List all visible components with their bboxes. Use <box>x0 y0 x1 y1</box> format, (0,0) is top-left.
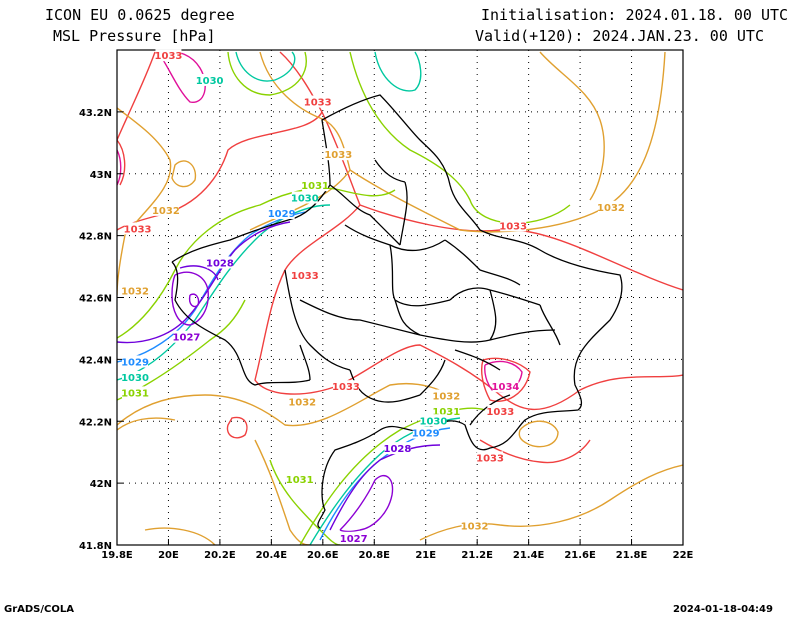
contour-label-1032: 1033 <box>324 150 352 161</box>
contour-label-bg <box>412 426 439 439</box>
lat-lon-grid <box>117 50 683 545</box>
contour-label-1027: 1027 <box>173 333 201 344</box>
contour-label-bg <box>332 380 359 393</box>
lon-tick-label: 21.6E <box>564 550 596 561</box>
contour-label-1033: 1033 <box>476 453 504 464</box>
lon-tick-label: 19.8E <box>101 550 133 561</box>
contour-label-bg <box>291 268 318 281</box>
contour-label-1032: 1032 <box>152 206 180 217</box>
contour-label-bg <box>122 355 149 368</box>
grads-credit: GrADS/COLA <box>4 604 74 615</box>
contour-label-bg <box>340 531 367 544</box>
contour-label-1029: 1029 <box>412 429 440 440</box>
contour-label-bg <box>433 389 460 402</box>
contour-label-bg <box>461 519 488 532</box>
lat-tick-label: 41.8N <box>79 541 112 552</box>
pressure-map: 19.8E 20E 20.2E 20.4E 20.6E 20.8E 21E 21.2E 21.4… <box>79 49 694 561</box>
contour-label-1033: 1033 <box>124 224 152 235</box>
contour-label-bg <box>304 95 331 108</box>
isobar-1028 <box>117 221 441 531</box>
lat-tick-label: 42.4N <box>79 355 112 366</box>
contour-label-bg <box>122 284 149 297</box>
contour-label-1033: 1033 <box>499 221 527 232</box>
contour-label-bg <box>268 206 295 219</box>
contour-label-1031: 1031 <box>121 388 149 399</box>
contour-label-1033: 1033 <box>486 407 514 418</box>
lon-tick-label: 22E <box>673 550 694 561</box>
country-borders <box>171 94 623 529</box>
contour-label-1032: 1032 <box>288 398 316 409</box>
contour-label-1031: 1031 <box>432 407 460 418</box>
contour-label-1029: 1029 <box>268 209 296 220</box>
isobar-1027 <box>171 271 394 533</box>
contour-label-bg <box>597 200 624 213</box>
lon-tick-label: 20E <box>158 550 179 561</box>
lat-tick-label: 42.6N <box>79 294 112 305</box>
isobar-1032 <box>117 51 683 545</box>
contour-label-1030: 1030 <box>420 416 448 427</box>
lon-tick-label: 21E <box>415 550 436 561</box>
lat-tick-label: 43.2N <box>79 108 112 119</box>
lat-tick-label: 42.8N <box>79 232 112 243</box>
model-title: ICON EU 0.0625 degree <box>45 6 235 24</box>
field-title: MSL Pressure [hPa] <box>53 27 216 45</box>
lon-tick-label: 20.6E <box>307 550 339 561</box>
lat-tick-label: 43N <box>90 170 112 181</box>
contour-label-1032: 1032 <box>432 392 460 403</box>
lon-tick-label: 20.2E <box>204 550 236 561</box>
contour-label-bg <box>122 370 149 383</box>
contour-label-bg <box>500 219 527 232</box>
contour-label-bg <box>152 203 179 216</box>
contour-label-1029: 1029 <box>121 357 149 368</box>
contour-label-1033: 1033 <box>304 98 332 109</box>
lat-tick-label: 42.2N <box>79 417 112 428</box>
contour-label-1033: 1033 <box>291 271 319 282</box>
contour-label-1030: 1030 <box>121 373 149 384</box>
lon-tick-label: 20.8E <box>359 550 391 561</box>
contour-label-bg <box>206 256 233 269</box>
contour-label-bg <box>384 442 411 455</box>
contour-label-1034: 1034 <box>492 382 520 393</box>
contour-label-bg <box>122 386 149 399</box>
contour-labels: 1033103010331033103110301029103210331028… <box>121 49 625 545</box>
contour-label-bg <box>477 451 504 464</box>
contour-label-bg <box>487 404 514 417</box>
contour-label-1028: 1028 <box>384 444 412 455</box>
contour-label-1033: 1033 <box>332 382 360 393</box>
contour-label-bg <box>302 179 329 192</box>
lat-tick-label: 42N <box>90 479 112 490</box>
contour-label-bg <box>286 473 313 486</box>
contour-label-bg <box>196 73 223 86</box>
lon-tick-label: 21.2E <box>461 550 493 561</box>
contour-label-bg <box>289 395 316 408</box>
lon-tick-label: 20.4E <box>256 550 288 561</box>
init-time: Initialisation: 2024.01.18. 00 UTC <box>481 6 789 24</box>
contour-label-1033: 1033 <box>155 51 183 62</box>
contour-label-bg <box>433 404 460 417</box>
contour-label-1027: 1027 <box>340 534 368 545</box>
axis-ticks: 19.8E 20E 20.2E 20.4E 20.6E 20.8E 21E 21.2E 21.4… <box>79 108 694 561</box>
render-timestamp: 2024-01-18-04:49 <box>673 604 773 615</box>
contour-label-1030: 1030 <box>291 194 319 205</box>
contour-label-bg <box>155 49 182 62</box>
contour-label-1032: 1032 <box>121 286 149 297</box>
contour-label-bg <box>492 380 519 393</box>
contour-label-bg <box>420 414 447 427</box>
contour-label-bg <box>291 191 318 204</box>
valid-time: Valid(+120): 2024.JAN.23. 00 UTC <box>475 27 764 45</box>
contour-label-1028: 1028 <box>206 258 234 269</box>
contour-label-bg <box>173 330 200 343</box>
contour-label-bg <box>325 148 352 161</box>
contour-label-1032: 1032 <box>597 203 625 214</box>
contour-label-1030: 1030 <box>196 76 224 87</box>
isobar-1033 <box>117 51 683 464</box>
lon-tick-label: 21.4E <box>513 550 545 561</box>
contour-label-1031: 1031 <box>286 475 314 486</box>
contour-label-1032: 1032 <box>461 521 489 532</box>
lon-tick-label: 21.8E <box>616 550 648 561</box>
contour-label-bg <box>124 222 151 235</box>
contour-label-1031: 1031 <box>301 181 329 192</box>
